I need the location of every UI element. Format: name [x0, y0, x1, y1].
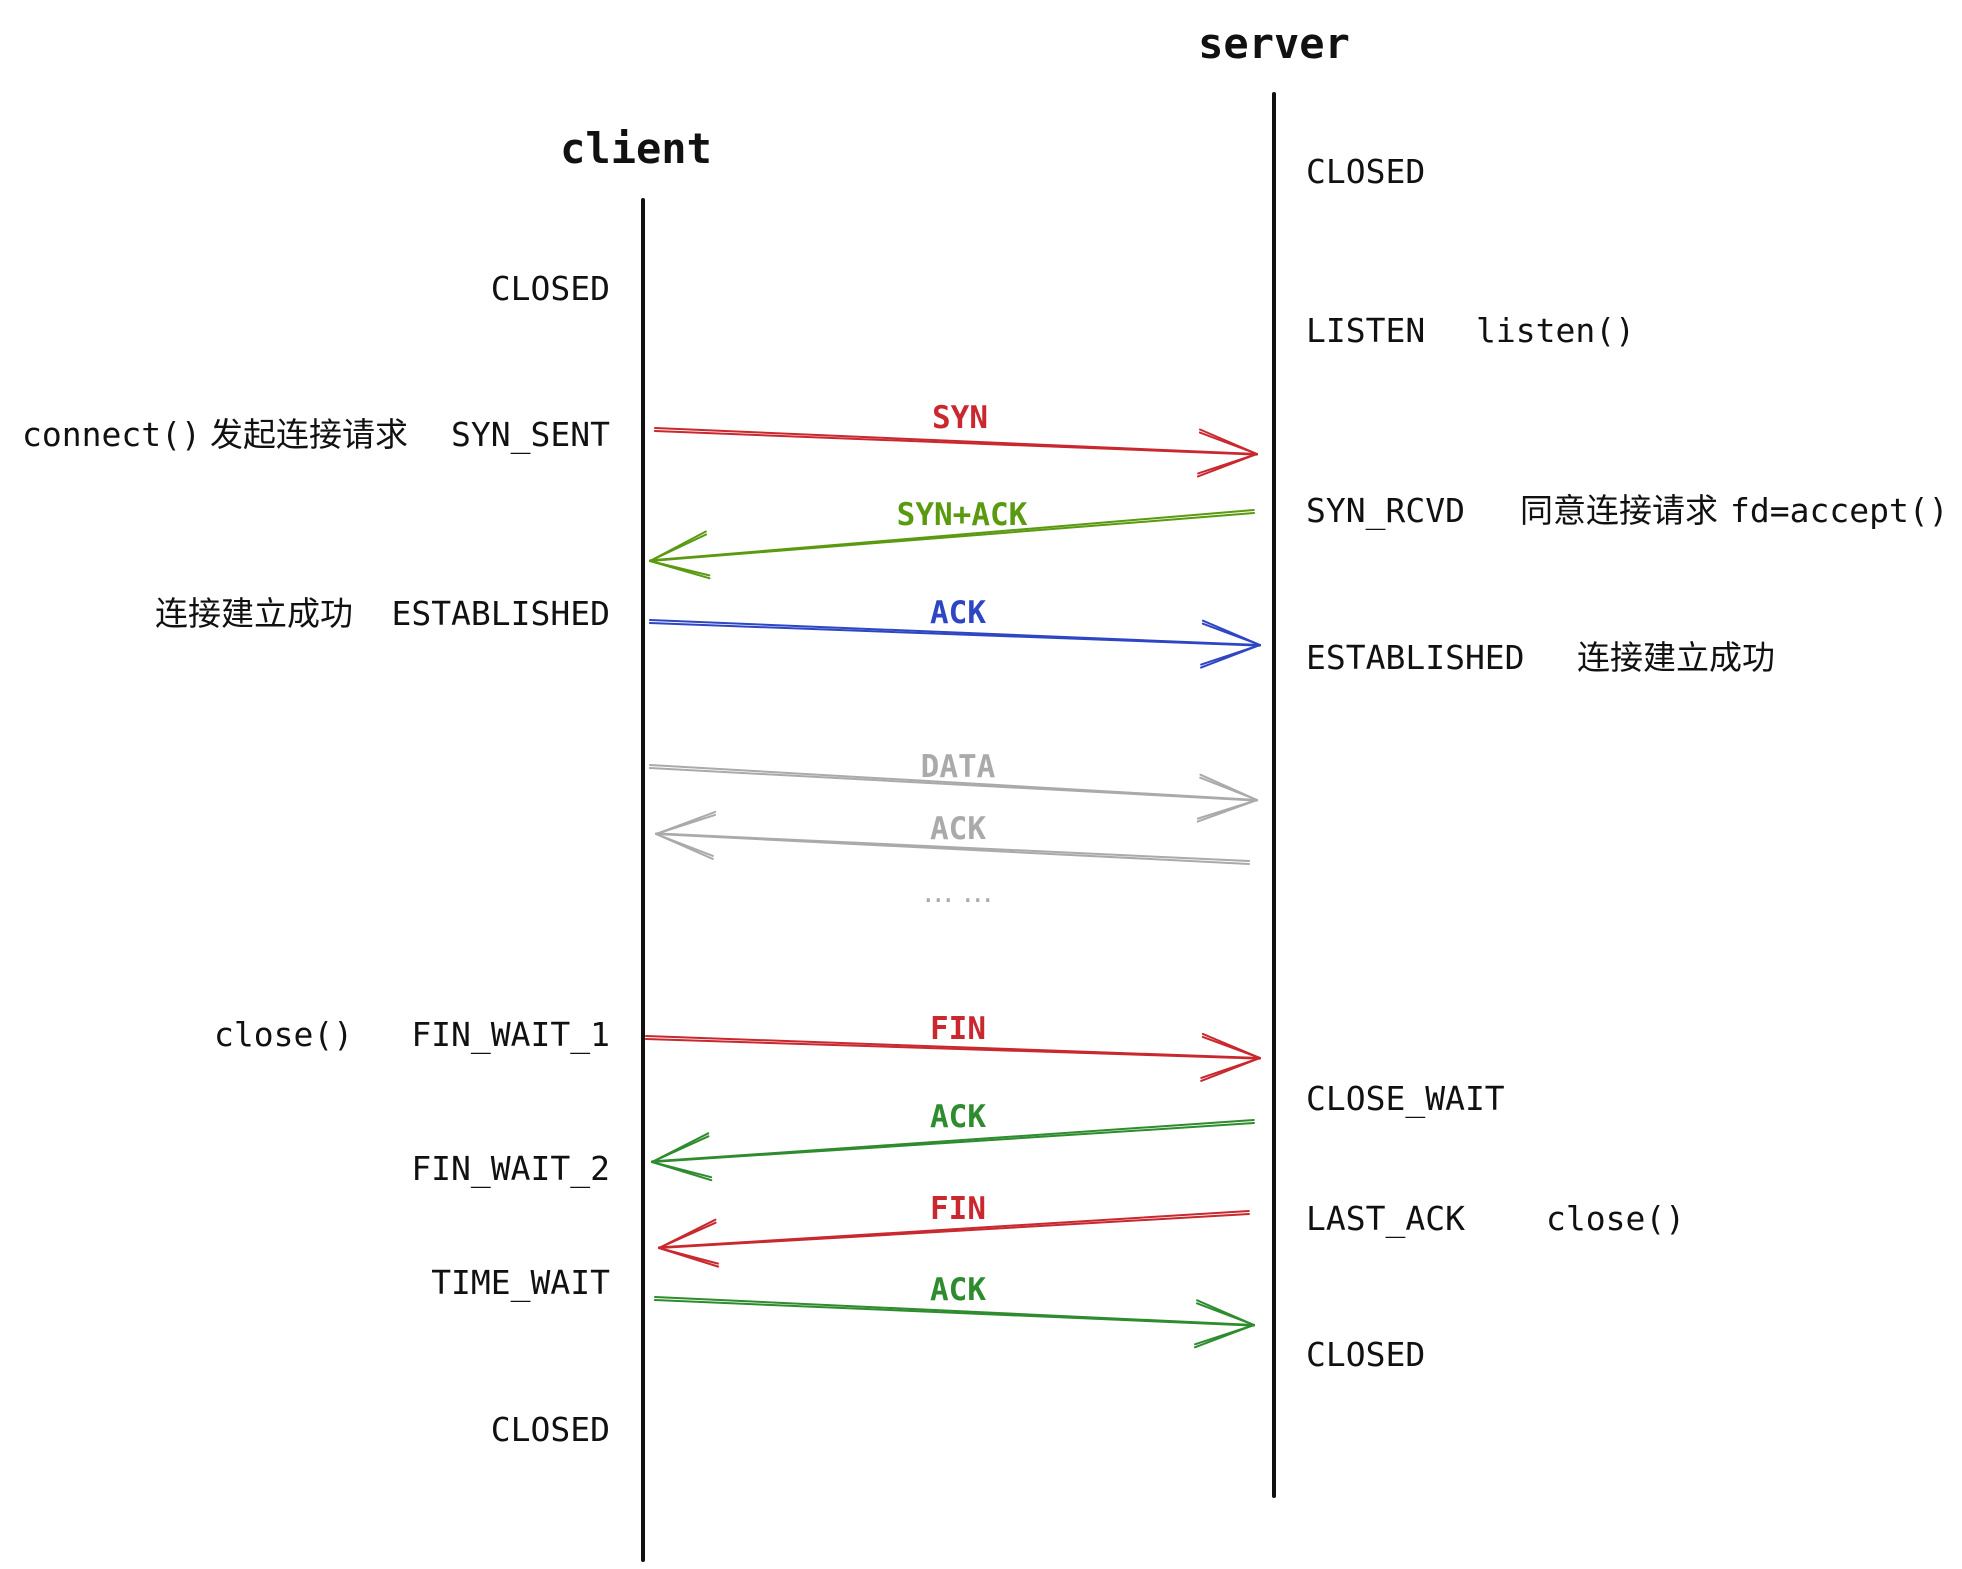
server-call-accept: fd=accept()	[1730, 491, 1949, 530]
server-call-listen: listen()	[1476, 311, 1635, 350]
arrow-head-ack-2	[651, 1161, 713, 1179]
arrow-head-ack-3	[1193, 1324, 1255, 1349]
server-state-syn-rcvd: SYN_RCVD	[1306, 491, 1465, 531]
arrow-head-fin-1	[1200, 1057, 1261, 1082]
ellipsis: … …	[923, 875, 993, 910]
arrow-shaft-syn	[653, 429, 1258, 456]
arrow-data-ack	[655, 810, 1251, 865]
arrow-shaft-ack-1	[648, 621, 1261, 647]
message-label-ack-1: ACK	[930, 595, 986, 631]
arrow-head-fin-1	[1201, 1035, 1261, 1059]
server-state-listen: LISTEN	[1306, 311, 1425, 350]
client-call-connect: connect()	[22, 415, 201, 454]
client-state-closed-final: CLOSED	[491, 1410, 610, 1449]
client-state-syn-sent: SYN_SENT	[451, 415, 610, 455]
message-label-ack-3: ACK	[930, 1272, 986, 1308]
client-state-fin-wait-2: FIN_WAIT_2	[411, 1149, 610, 1189]
client-note-established: 连接建立成功	[155, 594, 353, 633]
arrow-head-data	[1196, 799, 1258, 823]
arrow-head-ack-3	[1195, 1302, 1255, 1326]
arrow-ack-3	[653, 1296, 1255, 1349]
arrow-head-data	[1199, 776, 1258, 801]
message-label-fin-1: FIN	[930, 1011, 986, 1047]
server-state-close-wait: CLOSE_WAIT	[1306, 1079, 1505, 1119]
arrow-head-data-ack	[655, 833, 714, 857]
client-call-close: close()	[214, 1015, 353, 1054]
client-note-connect-request: 发起连接请求	[210, 415, 408, 454]
server-header: server	[1198, 19, 1350, 68]
arrow-shaft-ack-3	[653, 1299, 1255, 1327]
arrow-head-syn-ack	[649, 530, 707, 562]
arrow-head-fin-2	[658, 1218, 717, 1249]
server-state-closed-final: CLOSED	[1306, 1335, 1425, 1374]
arrow-shaft-syn-ack	[649, 512, 1255, 562]
arrow-shaft-fin-2	[658, 1213, 1250, 1249]
arrow-shaft-ack-2	[650, 1119, 1255, 1163]
arrow-fin-2	[657, 1210, 1250, 1268]
message-label-syn-ack: SYN+ACK	[897, 497, 1028, 533]
client-state-time-wait: TIME_WAIT	[431, 1263, 610, 1303]
arrow-head-syn	[1196, 453, 1258, 478]
arrow-shaft-data-ack	[655, 832, 1251, 863]
server-state-last-ack: LAST_ACK	[1306, 1199, 1465, 1239]
server-call-close: close()	[1546, 1199, 1685, 1238]
arrow-head-syn	[1198, 431, 1258, 455]
server-state-closed: CLOSED	[1306, 152, 1425, 191]
arrow-syn	[653, 427, 1258, 478]
message-label-syn: SYN	[932, 400, 988, 436]
arrow-shaft-syn-ack	[648, 509, 1255, 562]
server-note-accept-request: 同意连接请求	[1520, 491, 1718, 530]
server-state-established: ESTABLISHED	[1306, 638, 1525, 677]
arrow-shaft-data-ack	[655, 833, 1250, 865]
arrow-fin-1	[644, 1032, 1261, 1082]
client-state-established: ESTABLISHED	[391, 594, 610, 633]
arrow-head-syn-ack	[649, 560, 711, 577]
client-header: client	[560, 124, 712, 173]
arrow-shaft-fin-1	[644, 1038, 1261, 1060]
server-note-established: 连接建立成功	[1577, 638, 1775, 677]
message-label-fin-2: FIN	[930, 1191, 986, 1227]
arrow-head-ack-2	[651, 1132, 710, 1163]
message-label-data: DATA	[921, 749, 996, 785]
message-label-ack-2: ACK	[930, 1099, 986, 1135]
arrow-head-data-ack	[655, 810, 717, 835]
arrow-data	[648, 764, 1258, 823]
message-arrows	[644, 427, 1261, 1349]
arrow-head-ack-1	[1200, 644, 1261, 669]
arrow-shaft-data	[648, 766, 1258, 802]
arrow-ack-2	[650, 1119, 1255, 1182]
arrow-head-ack-1	[1201, 622, 1261, 646]
arrow-syn-ack	[648, 509, 1255, 580]
message-label-data-ack: ACK	[930, 811, 986, 847]
client-state-closed: CLOSED	[491, 269, 610, 308]
client-state-fin-wait-1: FIN_WAIT_1	[411, 1015, 610, 1055]
arrow-shaft-fin-2	[657, 1210, 1250, 1249]
arrow-ack-1	[648, 619, 1261, 669]
arrow-head-fin-2	[658, 1247, 719, 1265]
